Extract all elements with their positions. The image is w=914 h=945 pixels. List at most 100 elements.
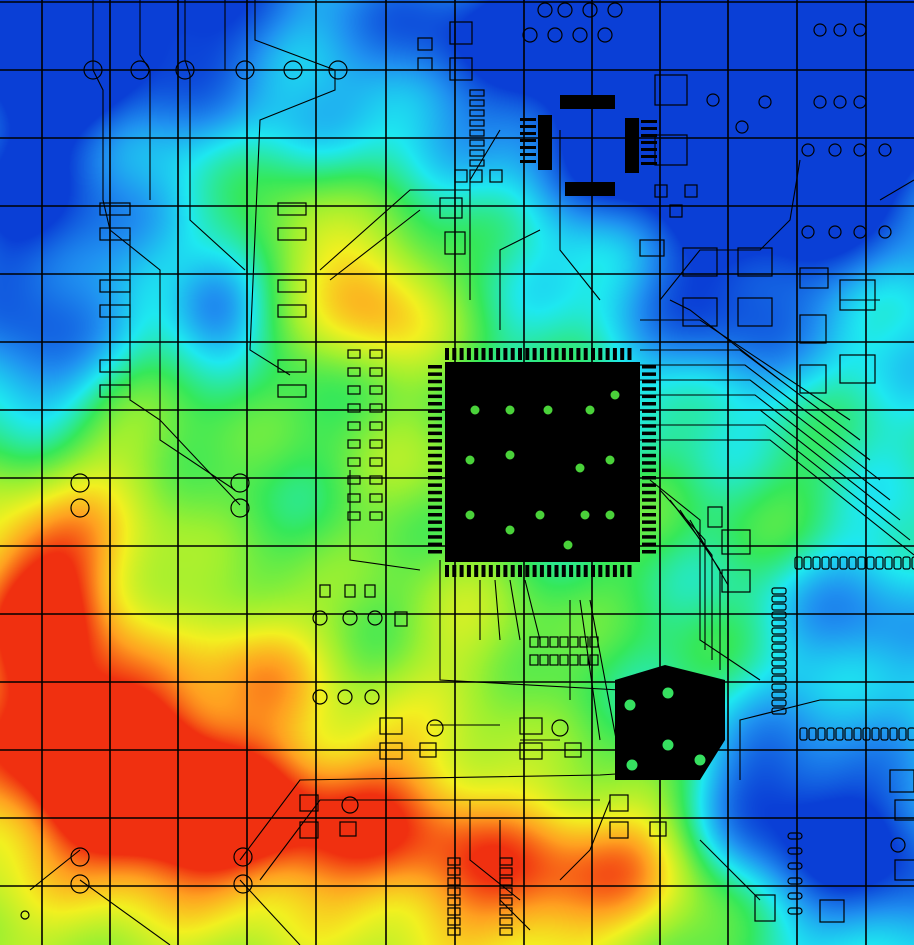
pad-rect bbox=[99, 227, 131, 241]
pad-rect bbox=[319, 584, 331, 598]
connector-pad bbox=[469, 99, 485, 107]
connector-pad bbox=[771, 659, 787, 667]
main-chip-pin bbox=[642, 365, 656, 369]
connector-pad bbox=[347, 349, 361, 359]
main-chip-pin bbox=[428, 498, 442, 502]
pad-circle bbox=[597, 27, 613, 43]
connector-pad bbox=[589, 636, 599, 648]
main-chip-pin bbox=[642, 527, 656, 532]
pad-circle bbox=[70, 874, 90, 894]
connector-pad bbox=[771, 643, 787, 651]
main-chip-pin bbox=[554, 565, 559, 577]
pad-rect bbox=[99, 202, 131, 216]
main-chip-pin bbox=[642, 453, 656, 458]
pad-circle bbox=[70, 847, 90, 867]
connector-pad bbox=[808, 727, 817, 741]
main-chip-pin bbox=[642, 468, 656, 473]
connector-pad bbox=[771, 611, 787, 619]
pad-circle bbox=[233, 847, 253, 867]
small-ic-pin bbox=[520, 118, 536, 121]
main-chip-pin bbox=[642, 498, 656, 502]
connector-pad bbox=[369, 493, 383, 503]
pad-circle bbox=[130, 60, 150, 80]
small-ic-pin bbox=[641, 134, 657, 137]
pad-circle bbox=[230, 473, 250, 493]
connector-pad bbox=[469, 129, 485, 137]
pad-rect bbox=[721, 569, 751, 593]
connector-pad bbox=[469, 159, 485, 167]
pad-rect bbox=[684, 184, 698, 198]
main-chip-pin bbox=[428, 490, 442, 495]
connector-pad bbox=[369, 439, 383, 449]
connector-pad bbox=[447, 917, 461, 926]
pad-circle bbox=[828, 143, 842, 157]
main-chip-pin bbox=[474, 348, 479, 360]
connector-pad bbox=[347, 403, 361, 413]
connector-pad bbox=[447, 927, 461, 936]
pad-rect bbox=[737, 247, 773, 277]
connector-pad bbox=[369, 511, 383, 521]
connector-pad bbox=[559, 636, 569, 648]
main-chip-pin bbox=[428, 416, 442, 421]
connector-pad bbox=[549, 636, 559, 648]
via bbox=[464, 454, 476, 466]
connector-pad bbox=[787, 892, 803, 900]
connector-pad bbox=[771, 603, 787, 611]
main-chip-pin bbox=[532, 348, 537, 360]
small-ic-pin bbox=[520, 125, 536, 128]
small-ic-pin bbox=[520, 160, 536, 163]
connector-pad bbox=[579, 654, 589, 666]
pad-circle bbox=[878, 225, 892, 239]
connector-pad bbox=[787, 877, 803, 885]
main-chip-pin bbox=[642, 379, 656, 384]
small-ic-pin bbox=[520, 139, 536, 142]
via bbox=[464, 509, 476, 521]
small-ic bbox=[625, 118, 639, 173]
pad-rect bbox=[454, 169, 468, 183]
main-chip-pin bbox=[642, 409, 656, 413]
pad-rect bbox=[277, 359, 307, 373]
main-chip-pin bbox=[642, 461, 656, 465]
pad-rect bbox=[682, 297, 718, 327]
main-chip-pin bbox=[554, 348, 559, 360]
pad-circle bbox=[233, 874, 253, 894]
connector-pad bbox=[771, 667, 787, 675]
main-chip-pin bbox=[605, 565, 610, 577]
connector-pad bbox=[871, 727, 880, 741]
main-chip-pin bbox=[466, 565, 471, 577]
pad-circle bbox=[312, 610, 328, 626]
connector-pad bbox=[579, 636, 589, 648]
pad-circle bbox=[853, 95, 867, 109]
main-chip-pin bbox=[428, 372, 442, 376]
pad-rect bbox=[449, 21, 473, 45]
pad-circle bbox=[735, 120, 749, 134]
main-chip-pin bbox=[428, 542, 442, 547]
connector-pad bbox=[902, 556, 911, 570]
via bbox=[542, 404, 554, 416]
main-chip-pin bbox=[642, 416, 656, 421]
pad-rect bbox=[799, 364, 827, 394]
via bbox=[504, 524, 516, 536]
main-chip-pin bbox=[428, 520, 442, 524]
pad-circle bbox=[70, 473, 90, 493]
small-ic-pin bbox=[520, 132, 536, 135]
connector-pad bbox=[447, 897, 461, 906]
main-chip-pin bbox=[642, 372, 656, 376]
pad-rect bbox=[839, 279, 876, 311]
main-chip-pin bbox=[642, 513, 656, 517]
connector-pad bbox=[499, 867, 513, 876]
connector-pad bbox=[771, 699, 787, 707]
main-chip-pin bbox=[503, 348, 508, 360]
thermal-via bbox=[661, 686, 675, 700]
main-chip-pin bbox=[445, 565, 449, 577]
pad-circle bbox=[547, 27, 563, 43]
small-ic-pin bbox=[641, 148, 657, 151]
connector-pad bbox=[893, 556, 902, 570]
pad-rect bbox=[799, 267, 829, 289]
main-chip-pin bbox=[620, 348, 625, 360]
thermal-via bbox=[661, 738, 675, 752]
connector-pad bbox=[469, 109, 485, 117]
pad-rect bbox=[277, 279, 307, 293]
via bbox=[609, 389, 621, 401]
